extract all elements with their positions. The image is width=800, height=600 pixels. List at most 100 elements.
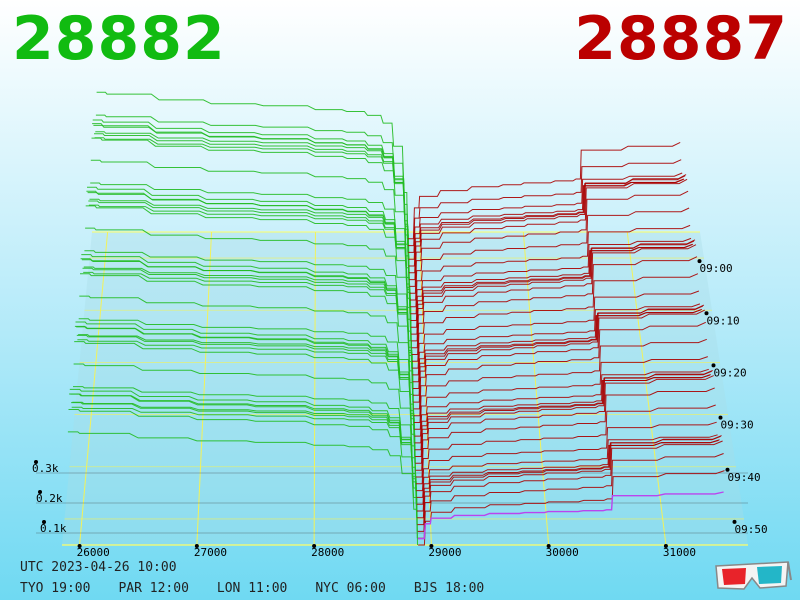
bid-depth-line [90, 159, 410, 301]
ask-depth-line [410, 224, 691, 308]
price-tick-marker [194, 544, 199, 548]
bid-depth-line [68, 409, 418, 539]
bid-depth-line [80, 258, 414, 409]
bid-depth-line [96, 91, 408, 239]
bid-depth-line [72, 401, 417, 498]
ask-depth-line [411, 239, 696, 342]
price-tick-marker [546, 544, 551, 548]
ask-depth-line [407, 141, 681, 240]
price-tick-label: 30000 [546, 546, 579, 559]
depth-tick-marker [42, 520, 46, 524]
depth-curves [67, 91, 725, 546]
time-tick-marker [711, 363, 716, 368]
ask-depth-line [417, 453, 724, 539]
depth-tick-label: 0.3k [32, 462, 59, 475]
bid-depth-line [88, 200, 411, 328]
time-tick-label: 09:00 [700, 262, 733, 275]
bid-depth-line [74, 341, 416, 478]
floor-plane [62, 232, 748, 545]
bid-depth-line [69, 388, 418, 525]
bid-depth-line [90, 182, 411, 307]
ask-depth-line [414, 356, 708, 430]
price-tick-label: 31000 [663, 546, 696, 559]
3d-glasses-icon[interactable] [712, 558, 792, 594]
bid-depth-line [81, 254, 414, 403]
bid-depth-line [83, 266, 413, 375]
zone-par: PAR 12:00 [118, 581, 189, 596]
ask-depth-line [414, 374, 711, 451]
time-tick-marker [725, 467, 730, 472]
ask-depth-line [418, 470, 725, 546]
time-tick-label: 09:50 [735, 523, 768, 536]
ask-depth-line [416, 421, 717, 492]
bid-depth-line [87, 186, 412, 341]
depth-tick-label: 0.1k [40, 522, 67, 535]
bid-depth-line [78, 318, 415, 430]
price-tick-label: 26000 [77, 546, 110, 559]
ask-depth-line [414, 368, 709, 437]
ask-depth-line [408, 159, 682, 247]
bid-depth-line [78, 334, 415, 437]
utc-timestamp: UTC 2023-04-26 10:00 [20, 560, 177, 575]
bid-depth-line [80, 273, 414, 416]
ask-depth-line [411, 244, 697, 349]
price-tick-label: 29000 [428, 546, 461, 559]
price-tick-marker [663, 544, 668, 548]
ask-depth-line [412, 303, 701, 376]
bid-depth-line [73, 363, 416, 484]
time-tick-marker [732, 519, 737, 524]
price-gridline [79, 231, 109, 546]
time-tick-label: 09:30 [721, 419, 754, 432]
ask-depth-line [411, 256, 698, 355]
bid-depth-line [75, 321, 416, 464]
ask-depth-line [413, 309, 706, 410]
bid-depth-line [85, 227, 412, 362]
price-tick-marker [77, 544, 82, 548]
bid-depth-line [86, 190, 412, 348]
time-tick-marker [718, 415, 723, 420]
bid-price: 28882 [12, 4, 226, 74]
bid-depth-line [74, 325, 416, 471]
ask-depth-line [416, 434, 718, 498]
ask-depth-line [415, 369, 713, 464]
ask-depth-line [416, 404, 716, 485]
bid-depth-line [76, 326, 416, 457]
ask-depth-line [417, 435, 722, 526]
bid-depth-line [85, 205, 412, 355]
price-gridline [418, 231, 432, 546]
bid-depth-line [95, 114, 409, 246]
time-tick-label: 09:10 [707, 314, 740, 327]
time-tick-label: 09:20 [714, 366, 747, 379]
bid-depth-line [82, 267, 413, 389]
zone-nyc: NYC 06:00 [315, 581, 386, 596]
current-ask-depth-line [417, 491, 724, 540]
ask-depth-line [414, 338, 707, 423]
ask-depth-line [412, 273, 699, 362]
time-tick-label: 09:40 [728, 471, 761, 484]
chart-floor [62, 232, 748, 545]
timezone-clocks: TYO 19:00 PAR 12:00 LON 11:00 NYC 06:00 … [20, 581, 484, 596]
bid-depth-line [89, 198, 411, 314]
bid-depth-line [71, 402, 417, 512]
price-tick-label: 28000 [311, 546, 344, 559]
ask-depth-line [415, 387, 715, 478]
zone-tyo: TYO 19:00 [20, 581, 91, 596]
depth-tick-label: 0.2k [36, 492, 63, 505]
ask-depth-line [409, 190, 689, 294]
bid-depth-line [94, 133, 409, 267]
price-gridline [626, 231, 667, 546]
ask-depth-line [413, 304, 705, 403]
ask-depth-line [409, 178, 688, 287]
bid-depth-line [69, 393, 418, 532]
ask-depth-line [417, 440, 723, 532]
depth-tick-marker [38, 490, 42, 494]
price-gridline [196, 231, 213, 546]
price-tick-marker [429, 544, 434, 548]
time-tick-marker [697, 259, 702, 264]
price-tick-label: 27000 [194, 546, 227, 559]
price-gridline [313, 231, 316, 546]
ask-price: 28887 [574, 4, 788, 74]
zone-lon: LON 11:00 [216, 581, 288, 596]
bid-depth-line [79, 295, 414, 423]
